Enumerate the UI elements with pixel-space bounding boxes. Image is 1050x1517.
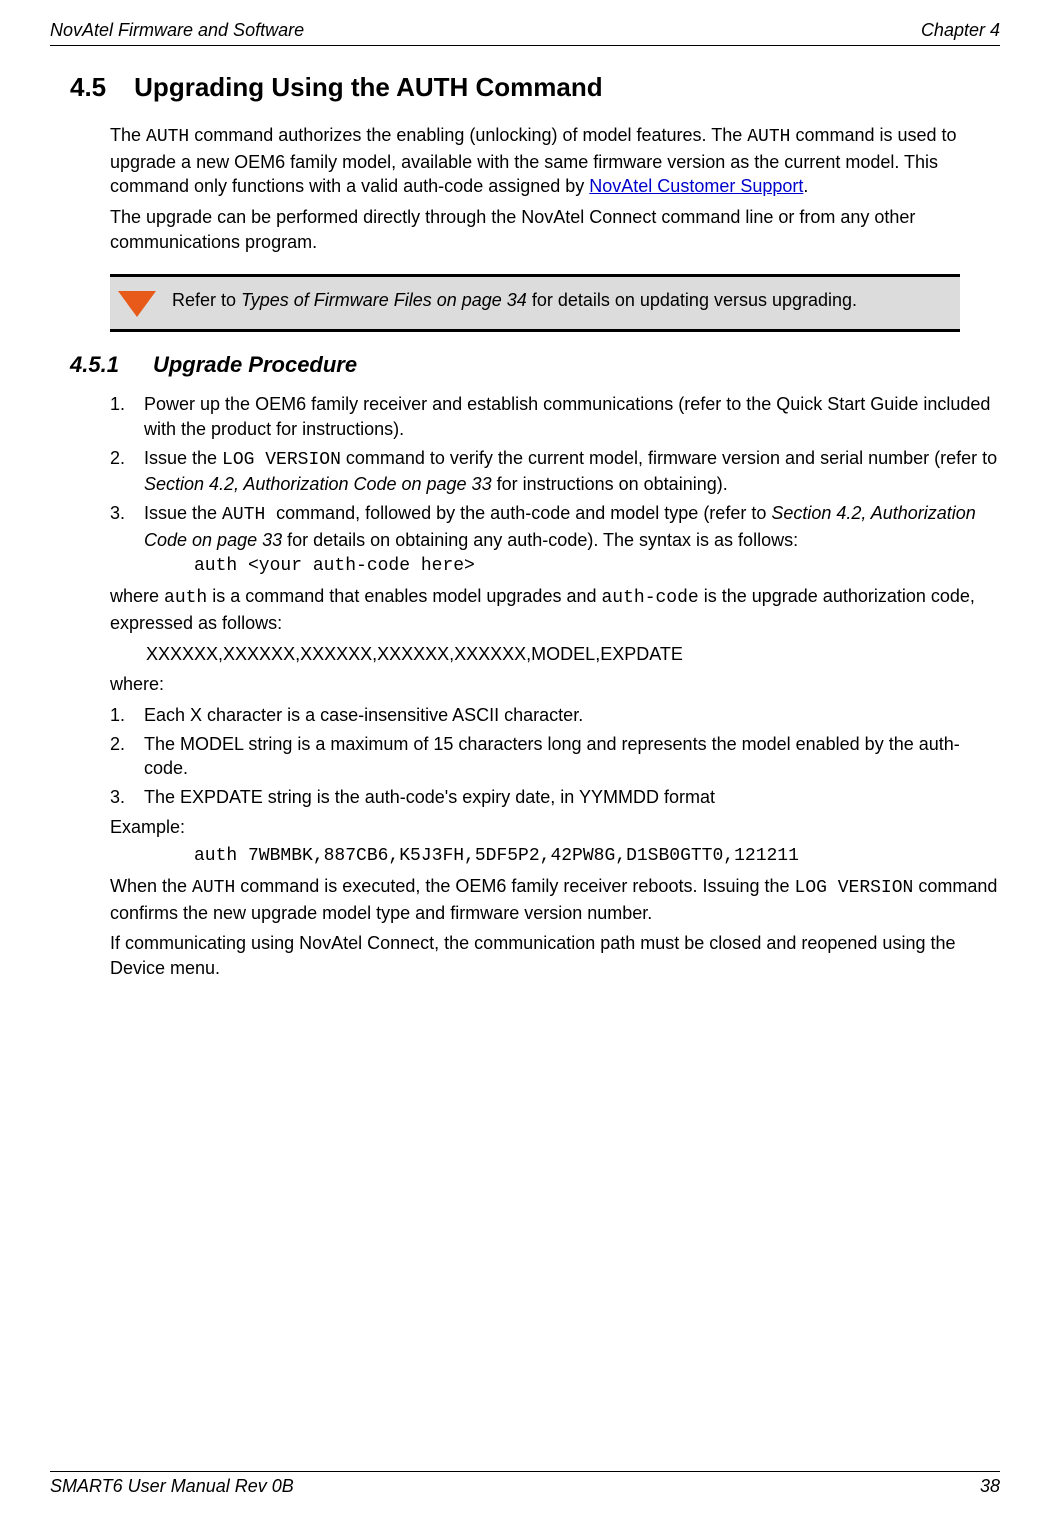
list-item: 1. Each X character is a case-insensitiv… <box>110 703 1000 728</box>
exec-para: When the AUTH command is executed, the O… <box>110 874 1000 925</box>
text: command authorizes the enabling (unlocki… <box>189 125 747 145</box>
text: for details on updating versus upgrading… <box>527 290 857 310</box>
text: When the <box>110 876 192 896</box>
page-header: NovAtel Firmware and Software Chapter 4 <box>50 20 1000 46</box>
code-text: auth-code <box>602 588 699 608</box>
item-text: Power up the OEM6 family receiver and es… <box>144 392 1000 441</box>
subsection-title: Upgrade Procedure <box>153 352 357 377</box>
where-list: 1. Each X character is a case-insensitiv… <box>110 703 1000 810</box>
item-text: The MODEL string is a maximum of 15 char… <box>144 732 1000 781</box>
callout-text: Refer to Types of Firmware Files on page… <box>172 289 857 312</box>
where-para: where auth is a command that enables mod… <box>110 584 1000 635</box>
header-right: Chapter 4 <box>921 20 1000 41</box>
connect-para: If communicating using NovAtel Connect, … <box>110 931 1000 980</box>
code-text: LOG VERSION <box>222 450 341 470</box>
triangle-down-icon <box>118 291 156 317</box>
reference-text: Types of Firmware Files on page 34 <box>241 290 527 310</box>
list-item: 2. Issue the LOG VERSION command to veri… <box>110 446 1000 497</box>
code-text: AUTH <box>192 878 235 898</box>
code-text: AUTH <box>222 505 276 525</box>
code-example: auth 7WBMBK,887CB6,K5J3FH,5DF5P2,42PW8G,… <box>194 846 1000 866</box>
text: The <box>110 125 146 145</box>
format-string: XXXXXX,XXXXXX,XXXXXX,XXXXXX,XXXXXX,MODEL… <box>146 642 1000 667</box>
text: command, followed by the auth-code and m… <box>276 503 771 523</box>
list-item: 3. Issue the AUTH command, followed by t… <box>110 501 1000 552</box>
footer-left: SMART6 User Manual Rev 0B <box>50 1476 294 1497</box>
code-text: auth <box>164 588 207 608</box>
footer-page-number: 38 <box>980 1476 1000 1497</box>
list-item: 1. Power up the OEM6 family receiver and… <box>110 392 1000 441</box>
text: for instructions on obtaining). <box>492 474 728 494</box>
section-heading-4-5-1: 4.5.1 Upgrade Procedure <box>70 352 1000 378</box>
text: is a command that enables model upgrades… <box>207 586 601 606</box>
item-number: 3. <box>110 785 144 810</box>
list-item: 3. The EXPDATE string is the auth-code's… <box>110 785 1000 810</box>
item-number: 1. <box>110 703 144 728</box>
item-number: 2. <box>110 446 144 497</box>
section-number: 4.5 <box>70 72 106 103</box>
item-text: Issue the LOG VERSION command to verify … <box>144 446 1000 497</box>
intro-para-2: The upgrade can be performed directly th… <box>110 205 1000 254</box>
text: where <box>110 586 164 606</box>
example-label: Example: <box>110 815 1000 840</box>
text: Refer to <box>172 290 241 310</box>
procedure-list: 1. Power up the OEM6 family receiver and… <box>110 392 1000 552</box>
text: . <box>803 176 808 196</box>
code-sample: auth <your auth-code here> <box>194 556 1000 576</box>
text: Issue the <box>144 448 222 468</box>
code-text: LOG VERSION <box>795 878 914 898</box>
item-number: 2. <box>110 732 144 781</box>
text: Issue the <box>144 503 222 523</box>
code-text: AUTH <box>146 127 189 147</box>
item-text: Issue the AUTH command, followed by the … <box>144 501 1000 552</box>
item-text: The EXPDATE string is the auth-code's ex… <box>144 785 1000 810</box>
intro-para-1: The AUTH command authorizes the enabling… <box>110 123 1000 199</box>
page-footer: SMART6 User Manual Rev 0B 38 <box>50 1471 1000 1497</box>
code-text: AUTH <box>747 127 790 147</box>
text: command is executed, the OEM6 family rec… <box>235 876 794 896</box>
item-number: 3. <box>110 501 144 552</box>
item-number: 1. <box>110 392 144 441</box>
section-title: Upgrading Using the AUTH Command <box>134 72 602 102</box>
section-heading-4-5: 4.5 Upgrading Using the AUTH Command <box>70 72 1000 103</box>
note-callout: Refer to Types of Firmware Files on page… <box>110 274 960 332</box>
header-left: NovAtel Firmware and Software <box>50 20 304 41</box>
subsection-number: 4.5.1 <box>70 352 119 378</box>
item-text: Each X character is a case-insensitive A… <box>144 703 1000 728</box>
where-label: where: <box>110 672 1000 697</box>
page-content: 4.5 Upgrading Using the AUTH Command The … <box>70 72 1000 987</box>
reference-text: Section 4.2, Authorization Code on page … <box>144 474 492 494</box>
text: for details on obtaining any auth-code).… <box>282 530 798 550</box>
list-item: 2. The MODEL string is a maximum of 15 c… <box>110 732 1000 781</box>
text: command to verify the current model, fir… <box>341 448 997 468</box>
customer-support-link[interactable]: NovAtel Customer Support <box>589 176 803 196</box>
